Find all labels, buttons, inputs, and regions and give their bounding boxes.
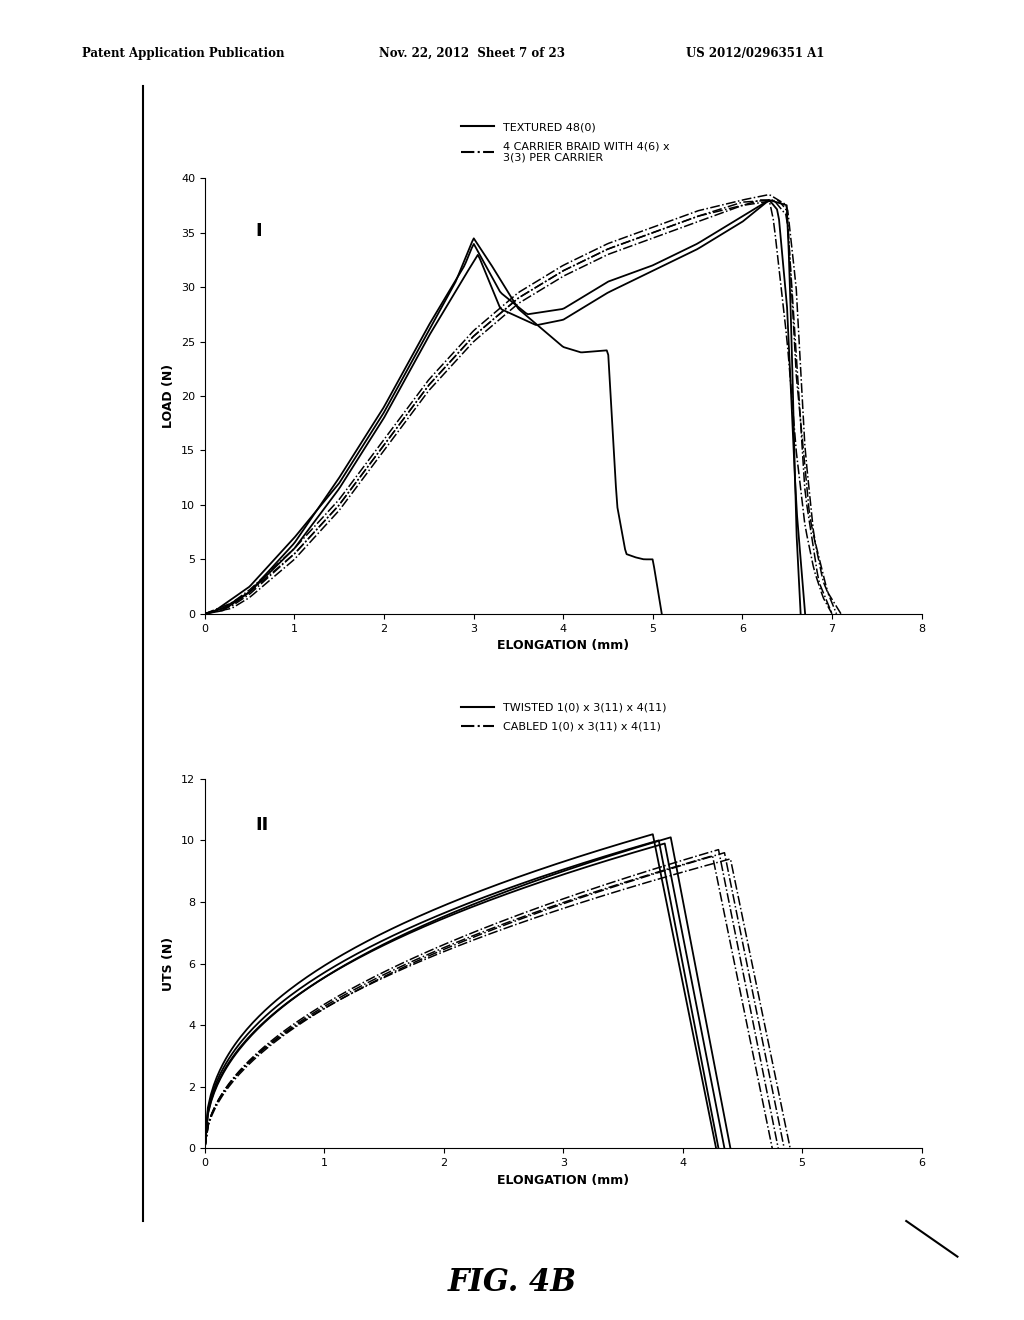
4 CARRIER BRAID WITH 4(6) x
3(3) PER CARRIER [769,228,781,244]
TEXTURED 48(0) [655,606,668,622]
CABLED 1(0) x 3(11) x 4(11) [373,969,385,985]
CABLED 1(0) x 3(11) x 4(11) [465,929,477,945]
TEXTURED 48(0) [199,606,211,622]
Legend: TEXTURED 48(0), 4 CARRIER BRAID WITH 4(6) x
3(3) PER CARRIER: TEXTURED 48(0), 4 CARRIER BRAID WITH 4(6… [456,117,674,168]
X-axis label: ELONGATION (mm): ELONGATION (mm) [497,1173,630,1187]
TWISTED 1(0) x 3(11) x 4(11) [245,1023,257,1039]
Y-axis label: LOAD (N): LOAD (N) [163,364,175,428]
4 CARRIER BRAID WITH 4(6) x
3(3) PER CARRIER [572,256,585,272]
TEXTURED 48(0) [200,606,212,622]
TEXTURED 48(0) [471,235,483,251]
Text: II: II [255,816,268,834]
Text: US 2012/0296351 A1: US 2012/0296351 A1 [686,46,824,59]
4 CARRIER BRAID WITH 4(6) x
3(3) PER CARRIER [825,606,838,622]
TEXTURED 48(0) [480,249,493,265]
CABLED 1(0) x 3(11) x 4(11) [199,1140,211,1156]
TEXTURED 48(0) [586,343,598,359]
Line: TWISTED 1(0) x 3(11) x 4(11): TWISTED 1(0) x 3(11) x 4(11) [205,841,719,1148]
TWISTED 1(0) x 3(11) x 4(11) [251,1016,263,1032]
4 CARRIER BRAID WITH 4(6) x
3(3) PER CARRIER [583,251,595,267]
Text: Nov. 22, 2012  Sheet 7 of 23: Nov. 22, 2012 Sheet 7 of 23 [379,46,565,59]
TWISTED 1(0) x 3(11) x 4(11) [199,1140,211,1156]
TWISTED 1(0) x 3(11) x 4(11) [652,833,665,849]
TEXTURED 48(0) [614,516,627,532]
4 CARRIER BRAID WITH 4(6) x
3(3) PER CARRIER [201,605,213,620]
TEXTURED 48(0) [468,231,480,247]
X-axis label: ELONGATION (mm): ELONGATION (mm) [497,639,630,652]
Legend: TWISTED 1(0) x 3(11) x 4(11), CABLED 1(0) x 3(11) x 4(11): TWISTED 1(0) x 3(11) x 4(11), CABLED 1(0… [456,698,671,737]
CABLED 1(0) x 3(11) x 4(11) [307,1005,319,1020]
4 CARRIER BRAID WITH 4(6) x
3(3) PER CARRIER [570,256,583,272]
Text: FIG. 4B: FIG. 4B [447,1267,577,1298]
4 CARRIER BRAID WITH 4(6) x
3(3) PER CARRIER [755,191,767,207]
Text: I: I [255,222,261,240]
Text: Patent Application Publication: Patent Application Publication [82,46,285,59]
Y-axis label: UTS (N): UTS (N) [163,936,175,991]
TWISTED 1(0) x 3(11) x 4(11) [296,979,308,995]
TWISTED 1(0) x 3(11) x 4(11) [354,944,367,960]
4 CARRIER BRAID WITH 4(6) x
3(3) PER CARRIER [727,199,739,215]
CABLED 1(0) x 3(11) x 4(11) [257,1041,269,1057]
CABLED 1(0) x 3(11) x 4(11) [707,847,719,863]
Line: TEXTURED 48(0): TEXTURED 48(0) [205,239,662,614]
TEXTURED 48(0) [472,238,484,253]
Line: CABLED 1(0) x 3(11) x 4(11): CABLED 1(0) x 3(11) x 4(11) [205,855,772,1148]
TWISTED 1(0) x 3(11) x 4(11) [604,847,616,863]
TWISTED 1(0) x 3(11) x 4(11) [436,906,449,921]
4 CARRIER BRAID WITH 4(6) x
3(3) PER CARRIER [199,606,211,622]
CABLED 1(0) x 3(11) x 4(11) [652,865,665,880]
TWISTED 1(0) x 3(11) x 4(11) [713,1140,725,1156]
CABLED 1(0) x 3(11) x 4(11) [250,1048,262,1064]
Line: 4 CARRIER BRAID WITH 4(6) x
3(3) PER CARRIER: 4 CARRIER BRAID WITH 4(6) x 3(3) PER CAR… [205,199,831,614]
CABLED 1(0) x 3(11) x 4(11) [766,1140,778,1156]
